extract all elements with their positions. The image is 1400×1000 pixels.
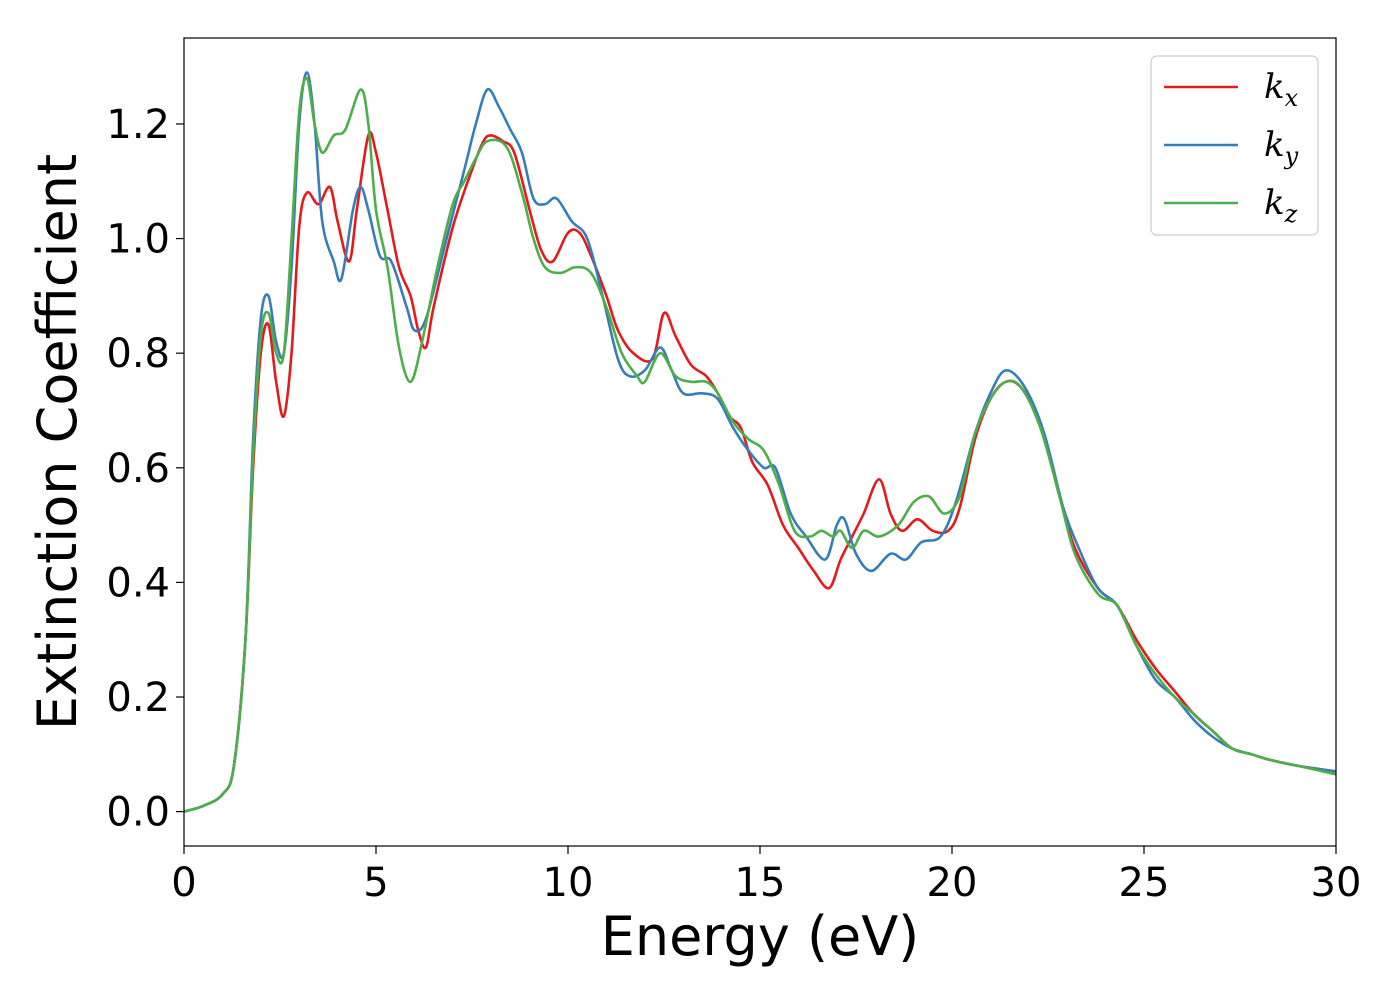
x-tick-label: 10	[543, 860, 594, 906]
series-layer	[184, 71, 1336, 813]
legend: kx ky kz	[1150, 55, 1319, 236]
y-axis-title: Extinction Coefficient	[26, 154, 89, 730]
x-tick-label: 5	[363, 860, 388, 906]
x-tick-label: 0	[171, 860, 196, 906]
x-axis: 0 5 10 15 20 25 30	[171, 846, 1361, 906]
y-axis: 0.0 0.2 0.4 0.6 0.8 1.0 1.2	[106, 102, 184, 836]
series-line-kz	[184, 76, 1336, 813]
legend-label-kx: kx	[1264, 67, 1299, 112]
y-tick-label: 0.2	[106, 675, 170, 721]
y-tick-label: 1.2	[106, 102, 170, 148]
legend-label-kz: kz	[1264, 183, 1298, 228]
x-tick-label: 30	[1311, 860, 1362, 906]
legend-label-ky: ky	[1264, 125, 1299, 170]
x-axis-title: Energy (eV)	[601, 905, 920, 968]
y-tick-label: 0.4	[106, 560, 170, 606]
y-tick-label: 0.0	[106, 790, 170, 836]
series-line-ky	[184, 71, 1336, 813]
x-tick-label: 15	[735, 860, 786, 906]
x-tick-label: 20	[927, 860, 978, 906]
x-tick-label: 25	[1119, 860, 1170, 906]
y-tick-label: 0.6	[106, 446, 170, 492]
y-tick-label: 1.0	[106, 217, 170, 263]
y-tick-label: 0.8	[106, 331, 170, 377]
